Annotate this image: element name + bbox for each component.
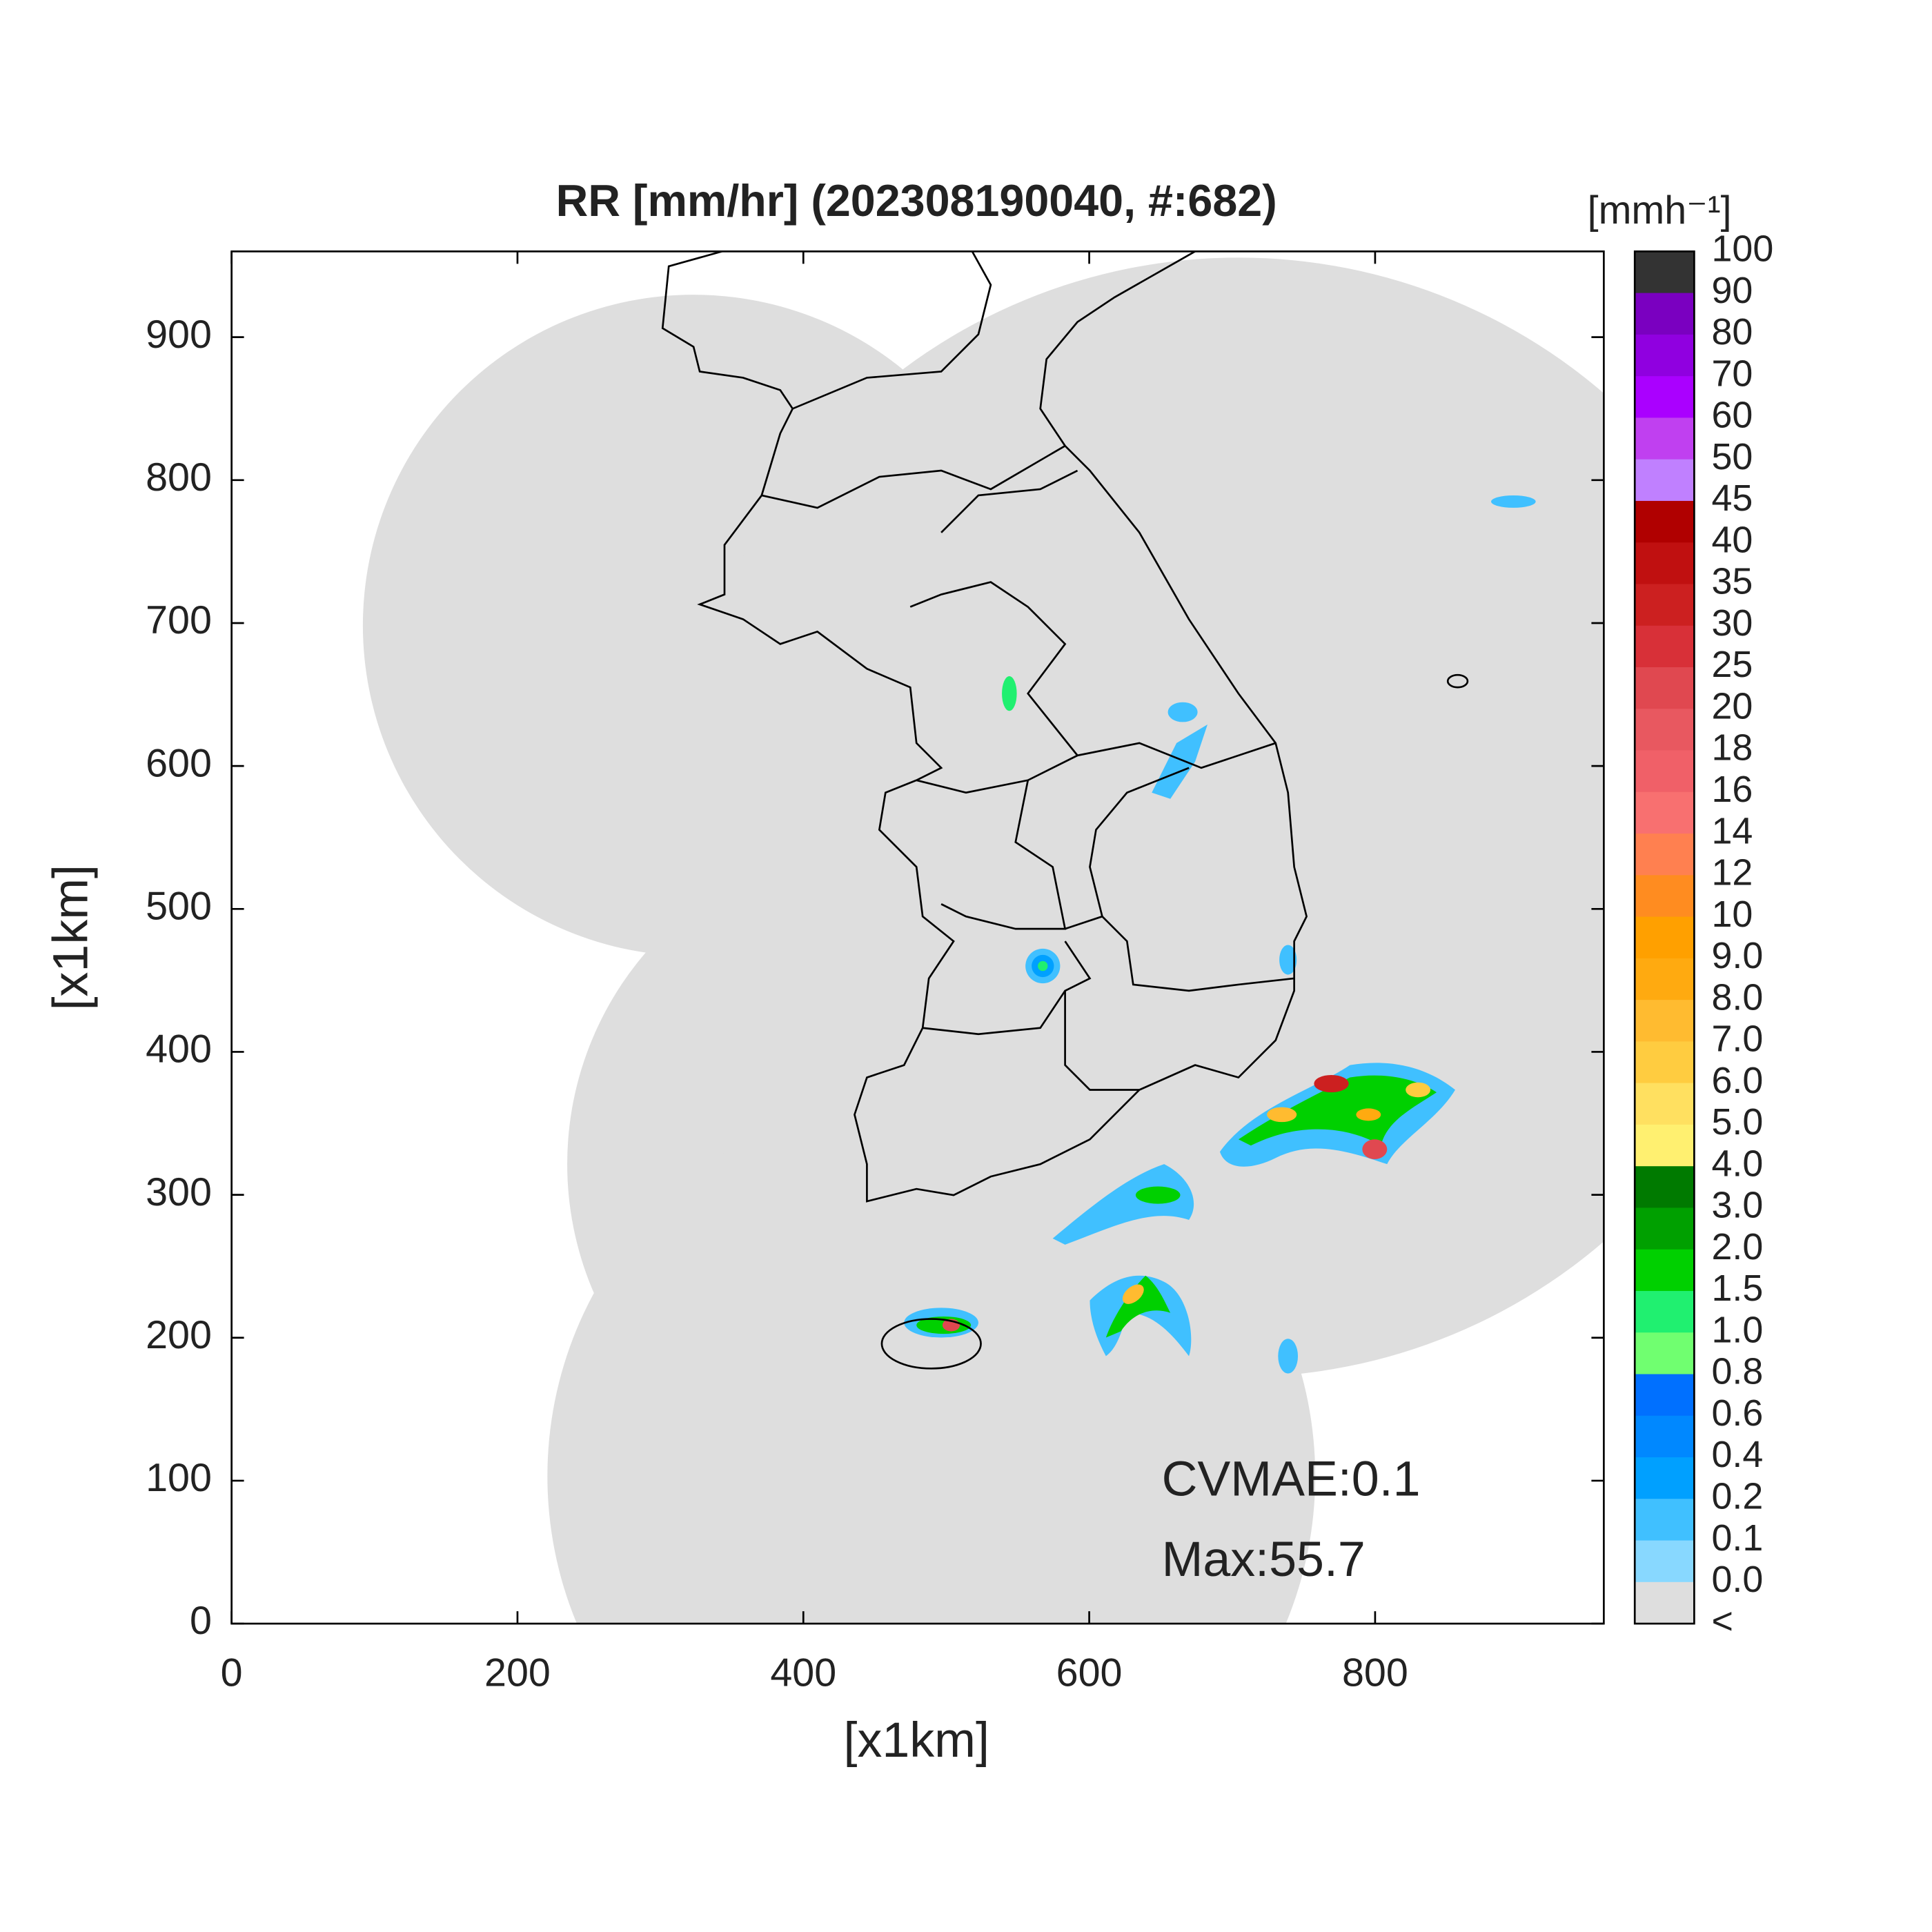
colorbar-segment	[1635, 667, 1695, 710]
colorbar-segment	[1635, 1166, 1695, 1209]
x-tick-label: 400	[770, 1651, 836, 1695]
colorbar-label: 0.4	[1712, 1434, 1764, 1475]
colorbar-segment	[1635, 542, 1695, 585]
colorbar: 100908070605045403530252018161412109.08.…	[1633, 228, 1774, 1642]
colorbar-segment	[1635, 334, 1695, 377]
colorbar-segment	[1635, 251, 1695, 294]
x-tick-label: 800	[1342, 1651, 1408, 1695]
colorbar-label: 9.0	[1712, 935, 1764, 976]
y-axis-label: [x1km]	[43, 865, 99, 1010]
x-axis-label: [x1km]	[844, 1713, 989, 1768]
y-tick-label: 400	[146, 1027, 212, 1072]
colorbar-label: 18	[1712, 727, 1753, 769]
colorbar-segment	[1635, 916, 1695, 959]
colorbar-label: 14	[1712, 810, 1753, 851]
colorbar-label: 25	[1712, 644, 1753, 685]
colorbar-segment	[1635, 958, 1695, 1001]
colorbar-segment	[1635, 625, 1695, 668]
colorbar-segment	[1635, 376, 1695, 419]
y-tick-label: 600	[146, 741, 212, 785]
colorbar-segment	[1635, 1249, 1695, 1292]
colorbar-label: 12	[1712, 852, 1753, 894]
colorbar-label: 35	[1712, 561, 1753, 602]
x-tick-label: 600	[1056, 1651, 1123, 1695]
colorbar-label: 0.6	[1712, 1392, 1764, 1434]
colorbar-label: 30	[1712, 602, 1753, 644]
colorbar-segment	[1635, 293, 1695, 335]
x-tick-label: 200	[484, 1651, 551, 1695]
coastline	[661, 251, 1469, 1370]
y-tick-label: 0	[190, 1599, 212, 1643]
y-tick-label: 800	[146, 455, 212, 500]
plot-frame	[230, 250, 1605, 1625]
y-tick-label: 700	[146, 598, 212, 642]
y-tick-label: 900	[146, 313, 212, 357]
rain-echoes	[904, 495, 1536, 1374]
colorbar-segment	[1635, 500, 1695, 544]
colorbar-label: 0.1	[1712, 1517, 1764, 1559]
colorbar-label: 70	[1712, 353, 1753, 394]
colorbar-label: 20	[1712, 685, 1753, 727]
colorbar-segment	[1635, 1374, 1695, 1417]
colorbar-segment	[1635, 1041, 1695, 1084]
colorbar-label: 80	[1712, 311, 1753, 353]
y-tick-label: 500	[146, 884, 212, 928]
colorbar-segment	[1635, 459, 1695, 502]
colorbar-label: 10	[1712, 894, 1753, 935]
colorbar-label: 0.8	[1712, 1351, 1764, 1392]
colorbar-segment	[1635, 834, 1695, 876]
colorbar-segment	[1635, 709, 1695, 751]
colorbar-label: 1.5	[1712, 1268, 1764, 1309]
colorbar-segment	[1635, 1581, 1695, 1624]
colorbar-label: 8.0	[1712, 976, 1764, 1018]
colorbar-label: 5.0	[1712, 1101, 1764, 1143]
colorbar-segment	[1635, 1499, 1695, 1541]
colorbar-label: 16	[1712, 769, 1753, 810]
colorbar-segment	[1635, 1457, 1695, 1500]
colorbar-label: 40	[1712, 519, 1753, 560]
colorbar-title: [mmh⁻¹]	[1588, 188, 1732, 233]
colorbar-segment	[1635, 1124, 1695, 1167]
colorbar-label: 7.0	[1712, 1018, 1764, 1060]
colorbar-label: 6.0	[1712, 1060, 1764, 1101]
colorbar-label: 45	[1712, 477, 1753, 519]
colorbar-segment	[1635, 1540, 1695, 1583]
colorbar-label: 0.0	[1712, 1559, 1764, 1600]
colorbar-label: 3.0	[1712, 1185, 1764, 1226]
colorbar-label: 4.0	[1712, 1143, 1764, 1184]
y-tick-label: 300	[146, 1170, 212, 1214]
chart-title: RR [mm/hr] (202308190040, #:682)	[556, 176, 1277, 226]
colorbar-segment	[1635, 875, 1695, 918]
colorbar-label: 50	[1712, 436, 1753, 477]
y-tick-label: 200	[146, 1313, 212, 1357]
colorbar-segment	[1635, 750, 1695, 793]
colorbar-label: 90	[1712, 270, 1753, 311]
colorbar-segment	[1635, 584, 1695, 627]
axes-ticks: 0 200 400 600 800 0 100 200 300 400 500 600 700 800 90…	[146, 251, 1604, 1695]
colorbar-label: 2.0	[1712, 1226, 1764, 1268]
colorbar-frame	[1633, 250, 1695, 1625]
colorbar-segment	[1635, 417, 1695, 460]
colorbar-label: 100	[1712, 228, 1774, 270]
colorbar-segment	[1635, 1083, 1695, 1125]
x-tick-label: 0	[221, 1651, 243, 1695]
colorbar-segment	[1635, 1000, 1695, 1043]
colorbar-label: 0.2	[1712, 1476, 1764, 1517]
colorbar-segment	[1635, 1290, 1695, 1334]
annotation: CVMAE:0.1	[1162, 1451, 1421, 1506]
map-layer	[362, 251, 1604, 1624]
colorbar-segment	[1635, 1332, 1695, 1375]
colorbar-label: <	[1712, 1600, 1733, 1642]
colorbar-segment	[1635, 1415, 1695, 1458]
y-tick-label: 100	[146, 1456, 212, 1500]
annotation: Max:55.7	[1162, 1532, 1366, 1587]
colorbar-label: 60	[1712, 395, 1753, 436]
colorbar-label: 1.0	[1712, 1309, 1764, 1350]
colorbar-segment	[1635, 791, 1695, 834]
colorbar-segment	[1635, 1208, 1695, 1250]
